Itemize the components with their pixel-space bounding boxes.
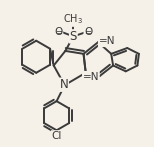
Text: =: = [84,28,91,37]
Text: =N: =N [99,36,115,46]
Text: =: = [55,28,62,37]
Text: $\mathdefault{CH_3}$: $\mathdefault{CH_3}$ [63,12,83,26]
Text: O: O [84,27,92,37]
Text: N: N [59,78,68,91]
Text: =N: =N [83,72,99,82]
Text: S: S [70,30,77,43]
Text: O: O [54,27,63,37]
Text: Cl: Cl [51,131,62,141]
